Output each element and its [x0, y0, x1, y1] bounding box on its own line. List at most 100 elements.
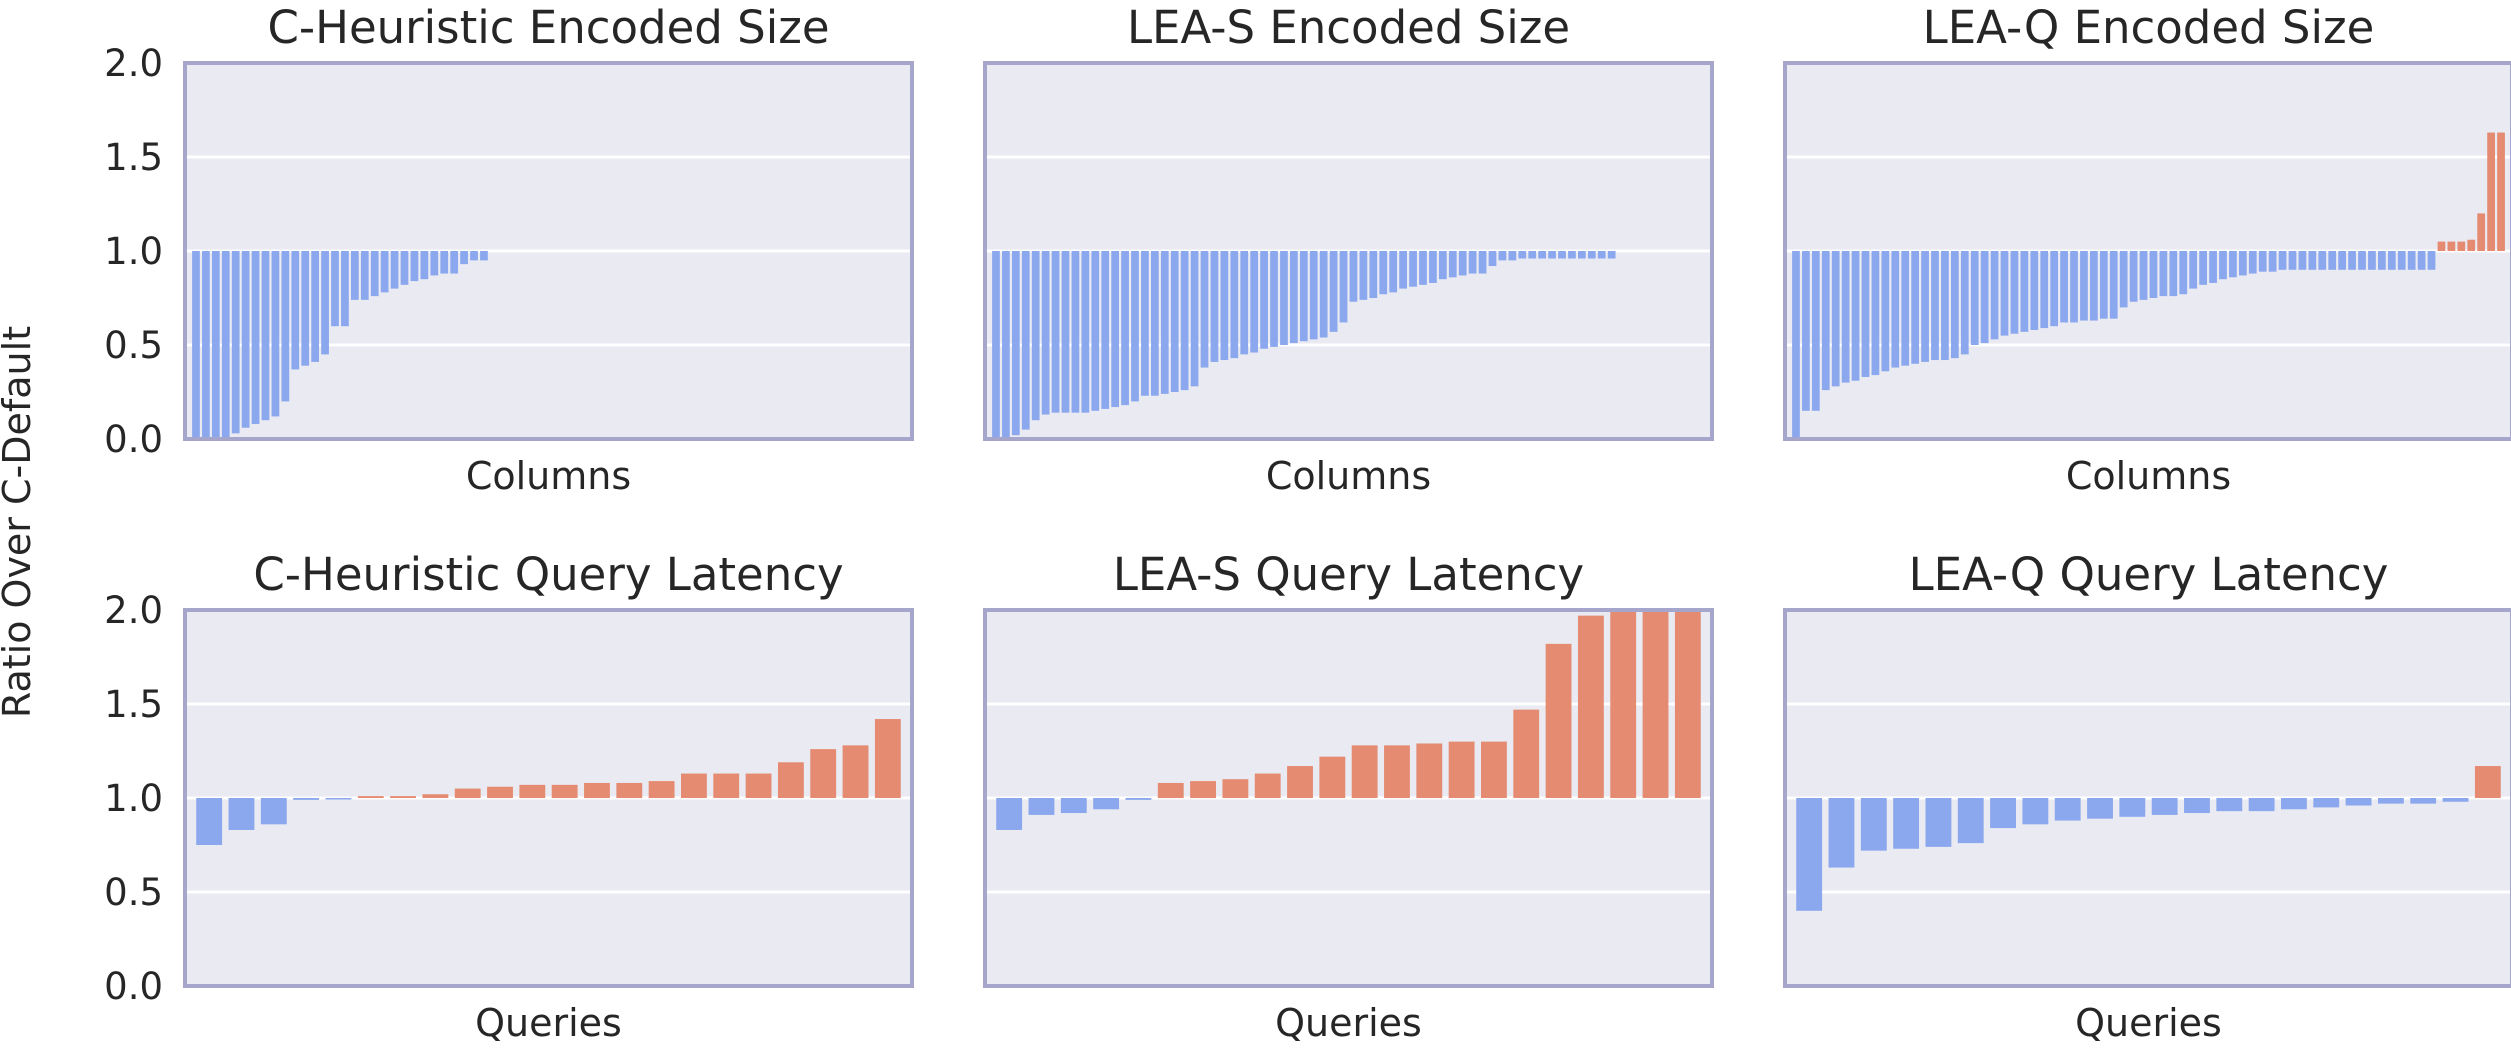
bar [2151, 798, 2178, 815]
bar [1458, 251, 1467, 276]
bar [454, 788, 481, 798]
bar [1131, 251, 1139, 402]
y-tick-label: 2.0 [104, 42, 163, 85]
bar [2288, 251, 2297, 270]
x-axis-label: Columns [1266, 454, 1431, 498]
bar [2318, 251, 2327, 270]
bar [2442, 798, 2469, 802]
bar [1419, 251, 1427, 285]
bar [996, 798, 1023, 830]
x-axis-label: Queries [2075, 1001, 2222, 1045]
subplot-title: LEA-S Query Latency [1113, 548, 1584, 601]
bar [2087, 798, 2113, 819]
y-tick-label: 0.0 [104, 418, 163, 461]
bar [2378, 251, 2386, 270]
bar [2248, 251, 2257, 274]
bar [1369, 251, 1378, 298]
bar [2238, 251, 2247, 276]
subplot-3: LEA-Q Encoded Size Columns [1783, 1, 2511, 498]
bar [440, 251, 449, 274]
bar [2189, 251, 2198, 289]
bar [2169, 251, 2178, 297]
bar [2407, 251, 2416, 270]
bar [1280, 251, 1288, 345]
bar [2417, 251, 2426, 270]
bar [1802, 251, 1810, 411]
bar [1260, 251, 1268, 349]
bar [350, 251, 359, 300]
bar [519, 784, 546, 798]
bar [1468, 251, 1477, 274]
bar [2010, 251, 2019, 334]
y-axis-label: Ratio Over C-Default [0, 326, 39, 718]
bar [1200, 251, 1209, 368]
bar [1950, 251, 1959, 359]
bar [2397, 251, 2406, 270]
bar [487, 786, 513, 798]
bar [2358, 251, 2366, 270]
bar [480, 251, 488, 261]
subplot-5: LEA-S Query Latency Queries [983, 548, 1714, 1045]
bar [874, 719, 901, 798]
bar [1270, 251, 1278, 347]
bar [420, 251, 429, 280]
bar [1250, 251, 1259, 353]
bar [1841, 251, 1850, 383]
bar [1448, 741, 1475, 798]
bar [1389, 251, 1398, 293]
bar [211, 251, 220, 439]
bar [1290, 251, 1298, 344]
bar [430, 251, 439, 276]
bar [2248, 798, 2275, 812]
bar [2219, 251, 2227, 280]
bar [1093, 798, 1120, 810]
bar [1031, 251, 1040, 421]
bar [2179, 251, 2188, 295]
bar [777, 762, 804, 798]
bar [1101, 251, 1110, 409]
bar [260, 798, 287, 825]
bar [1941, 251, 1949, 361]
bar [1610, 610, 1637, 798]
bar [1190, 251, 1199, 387]
y-tick-label: 1.0 [104, 777, 163, 820]
bar [1851, 251, 1860, 381]
bar [1287, 766, 1313, 798]
bar [1597, 251, 1606, 259]
bar [2338, 251, 2347, 270]
subplot-4: 0.0 0.5 1.0 1.5 2.0 C-Heuristic Query Latency… [104, 548, 914, 1045]
bar [2119, 798, 2146, 817]
bar [1577, 615, 1604, 798]
bar [1861, 251, 1870, 377]
x-axis-label: Queries [475, 1001, 622, 1045]
bar [271, 251, 280, 417]
bar [1438, 251, 1447, 280]
bar [2298, 251, 2307, 270]
bar [2487, 132, 2495, 251]
panels: 0.0 0.5 1.0 1.5 2.0 C-Heuristic Encoded Size C… [104, 1, 2511, 1045]
bar [241, 251, 250, 428]
bar [2054, 798, 2081, 821]
y-tick-label: 0.0 [104, 965, 163, 1008]
bar [1081, 251, 1090, 413]
bar [1911, 251, 1920, 364]
bar [1871, 251, 1880, 376]
bar [2209, 251, 2217, 283]
bar [1488, 251, 1497, 267]
subplot-title: C-Heuristic Query Latency [253, 548, 843, 601]
plot-frame [183, 608, 914, 988]
bar [1587, 251, 1596, 259]
bar [1170, 251, 1179, 392]
bar [1111, 251, 1120, 408]
bar [321, 251, 329, 355]
bar [2474, 766, 2501, 798]
bar [551, 784, 578, 798]
bar [2387, 251, 2396, 270]
bar [2070, 251, 2078, 323]
bar [1980, 251, 1989, 344]
bar [1319, 251, 1328, 338]
bar [1060, 798, 1087, 814]
bar [2159, 251, 2168, 297]
plot-frame [1783, 608, 2511, 988]
bar [1990, 251, 1999, 340]
